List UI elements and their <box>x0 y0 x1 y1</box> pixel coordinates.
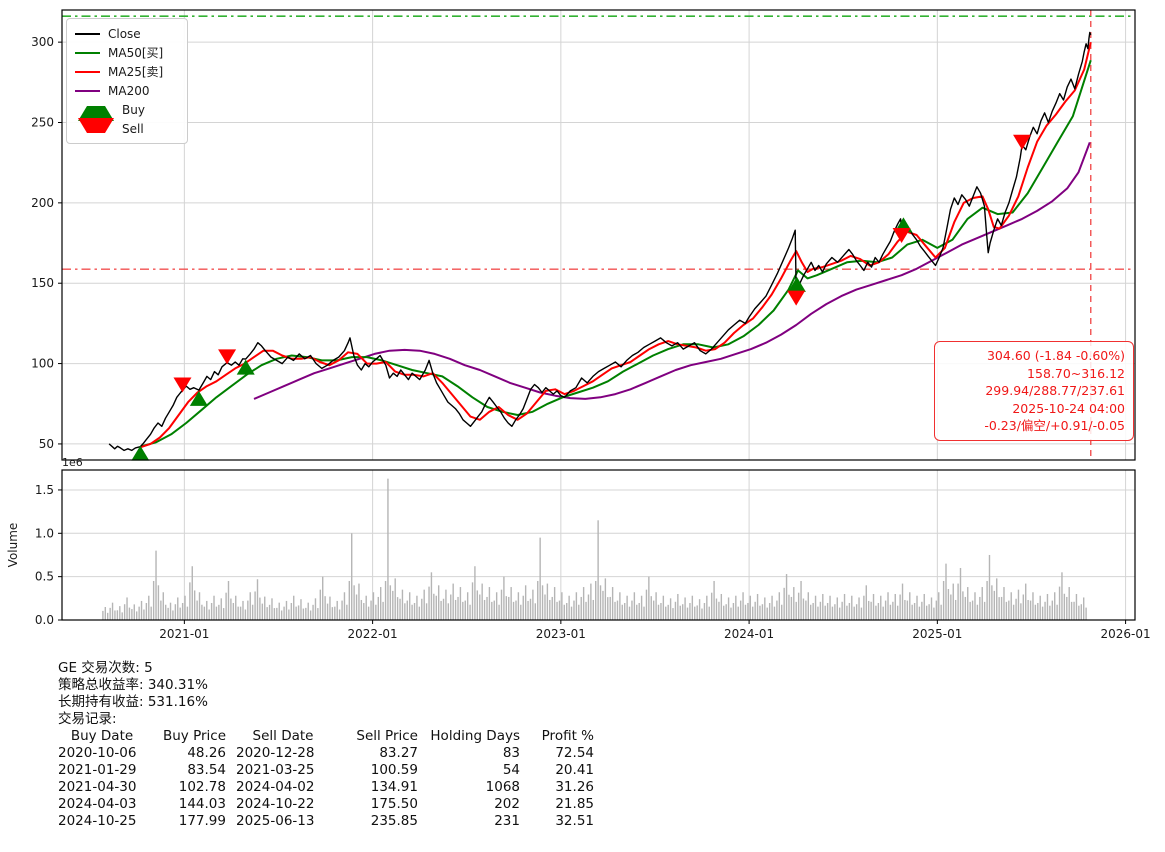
cell-holding-days: 231 <box>494 813 520 829</box>
cell-profit: 21.85 <box>555 796 594 812</box>
svg-text:2023-01: 2023-01 <box>536 627 586 641</box>
cell-sell-date: 2020-12-28 <box>236 745 315 761</box>
svg-text:1e6: 1e6 <box>62 456 83 469</box>
svg-text:100: 100 <box>31 357 54 371</box>
cell-buy-date: 2020-10-06 <box>58 745 137 761</box>
cell-sell-date: 2021-03-25 <box>236 762 315 778</box>
stats-trade-count: GE 交易次数: 5 <box>58 660 153 676</box>
cell-sell-date: 2025-06-13 <box>236 813 315 829</box>
trade-row: 2024-10-25 177.99 2025-06-13 235.85 231 … <box>58 813 594 830</box>
legend-item-ma25: MA25[卖] <box>75 62 179 81</box>
legend-item-ma200: MA200 <box>75 81 179 100</box>
legend-item-ma50: MA50[买] <box>75 43 179 62</box>
col-profit: Profit % <box>541 728 594 744</box>
cell-sell-price: 134.91 <box>370 779 418 795</box>
legend-label-ma25: MA25[卖] <box>108 65 164 79</box>
cell-sell-price: 100.59 <box>370 762 418 778</box>
legend-item-close: Close <box>75 24 179 43</box>
svg-text:300: 300 <box>31 35 54 49</box>
strategy-summary: GE 交易次数: 5 策略总收益率: 340.31% 长期持有收益: 531.1… <box>58 660 594 830</box>
svg-text:Volume: Volume <box>6 523 20 568</box>
cell-holding-days: 54 <box>502 762 520 778</box>
trade-row: 2024-04-03 144.03 2024-10-22 175.50 202 … <box>58 796 594 813</box>
col-holding-days: Holding Days <box>430 728 520 744</box>
cell-buy-price: 48.26 <box>187 745 226 761</box>
svg-text:2022-01: 2022-01 <box>348 627 398 641</box>
trades-table: Buy Date Buy Price Sell Date Sell Price … <box>58 728 594 830</box>
cell-buy-price: 144.03 <box>178 796 226 812</box>
trade-row: 2021-01-29 83.54 2021-03-25 100.59 54 20… <box>58 762 594 779</box>
timestamp-line: 2025-10-24 04:00 <box>1012 400 1125 416</box>
legend-label-ma50: MA50[买] <box>108 46 164 60</box>
last-price-line: 304.60 (-1.84 -0.60%) <box>986 348 1125 363</box>
svg-text:2025-01: 2025-01 <box>912 627 962 641</box>
ma200-line-swatch <box>75 89 100 92</box>
sell-marker-icon <box>78 118 114 133</box>
col-sell-price: Sell Price <box>356 728 418 744</box>
stats-strategy-return: 策略总收益率: 340.31% <box>58 677 208 693</box>
trade-row: 2020-10-06 48.26 2020-12-28 83.27 83 72.… <box>58 745 594 762</box>
col-buy-date: Buy Date <box>70 728 134 744</box>
col-buy-price: Buy Price <box>162 728 226 744</box>
price-info-box: 304.60 (-1.84 -0.60%) 158.70~316.12 299.… <box>934 341 1134 441</box>
cell-sell-date: 2024-10-22 <box>236 796 315 812</box>
legend-label-close: Close <box>108 26 141 41</box>
indicator-line: -0.23/偏空/+0.91/-0.05 <box>984 418 1125 434</box>
cell-profit: 72.54 <box>555 745 594 761</box>
chart-legend: Close MA50[买] MA25[卖] MA200 Buy Sell <box>66 18 188 144</box>
svg-text:200: 200 <box>31 196 54 210</box>
cell-profit: 32.51 <box>555 813 594 829</box>
cell-buy-date: 2021-04-30 <box>58 779 137 795</box>
cell-buy-price: 102.78 <box>178 779 226 795</box>
cell-sell-date: 2024-04-02 <box>236 779 315 795</box>
trade-log-title: 交易记录: <box>58 711 117 727</box>
cell-buy-date: 2024-10-25 <box>58 813 137 829</box>
svg-text:0.5: 0.5 <box>35 570 54 584</box>
stats-buy-hold-return: 长期持有收益: 531.16% <box>58 694 208 710</box>
svg-text:2026-01: 2026-01 <box>1101 627 1151 641</box>
svg-text:2021-01: 2021-01 <box>159 627 209 641</box>
cell-buy-price: 83.54 <box>187 762 226 778</box>
range-line: 158.70~316.12 <box>1027 365 1125 381</box>
cell-holding-days: 83 <box>502 745 520 761</box>
svg-text:50: 50 <box>39 437 54 451</box>
cell-sell-price: 83.27 <box>379 745 418 761</box>
cell-holding-days: 202 <box>494 796 520 812</box>
col-sell-date: Sell Date <box>252 728 314 744</box>
cell-buy-date: 2021-01-29 <box>58 762 137 778</box>
legend-label-sell: Sell <box>122 121 144 136</box>
buy-marker-icon <box>78 106 114 121</box>
ma-values-line: 299.94/288.77/237.61 <box>985 383 1125 399</box>
svg-text:2024-01: 2024-01 <box>724 627 774 641</box>
cell-profit: 31.26 <box>555 779 594 795</box>
close-line-swatch <box>75 32 100 35</box>
svg-text:1.0: 1.0 <box>35 526 54 540</box>
ma25-line-swatch <box>75 70 100 73</box>
svg-text:250: 250 <box>31 116 54 130</box>
legend-label-buy: Buy <box>122 102 145 117</box>
cell-sell-price: 235.85 <box>370 813 418 829</box>
cell-sell-price: 175.50 <box>370 796 418 812</box>
svg-text:1.5: 1.5 <box>35 483 54 497</box>
cell-holding-days: 1068 <box>485 779 520 795</box>
cell-buy-date: 2024-04-03 <box>58 796 137 812</box>
trade-row: 2021-04-30 102.78 2024-04-02 134.91 1068… <box>58 779 594 796</box>
legend-label-ma200: MA200 <box>108 83 150 98</box>
trades-header-row: Buy Date Buy Price Sell Date Sell Price … <box>58 728 594 745</box>
legend-item-sell: Sell <box>75 118 179 138</box>
cell-profit: 20.41 <box>555 762 594 778</box>
cell-buy-price: 177.99 <box>178 813 226 829</box>
ma50-line-swatch <box>75 51 100 54</box>
legend-item-buy: Buy <box>75 100 179 121</box>
svg-text:150: 150 <box>31 276 54 290</box>
svg-text:0.0: 0.0 <box>35 613 54 627</box>
